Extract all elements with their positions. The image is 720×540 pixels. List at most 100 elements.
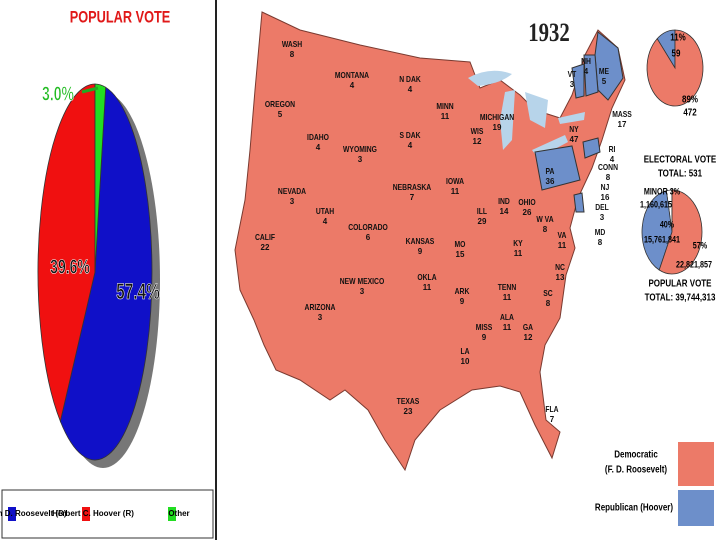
state-name: RI [609,145,616,155]
electoral-total: TOTAL: 531 [658,168,702,179]
state-votes: 26 [523,208,532,217]
pie-title: POPULAR VOTE [70,8,171,27]
state-name: NY [569,125,578,135]
state-name: IOWA [446,177,465,187]
lake-superior [468,70,512,86]
value-label: 57.4% [116,280,160,304]
state-votes: 9 [482,333,487,342]
state-name: IND [498,197,510,207]
count-label: 15,761,841 [644,235,680,245]
state-votes: 11 [423,283,432,292]
state-votes: 8 [598,238,603,247]
state-votes: 6 [366,233,371,242]
pie-slice [646,29,704,107]
state-vt [571,63,585,99]
count-label: 1,160,615 [640,200,672,210]
state-name: NH [581,57,591,67]
state-name: NEBRASKA [393,183,432,193]
state-name: IDAHO [307,133,329,143]
state-votes: 23 [404,407,413,416]
legend-sublabel: (F. D. Roosevelt) [605,464,667,475]
state-name: WASH [282,40,302,50]
state-votes: 14 [500,207,509,216]
state-votes: 22 [261,243,270,252]
state-name: MINN [436,102,453,112]
legend-label: Republican (Hoover) [595,502,673,513]
state-votes: 11 [558,241,567,250]
state-name: NEW MEXICO [340,277,385,287]
state-name: ME [599,67,609,77]
state-name: FLA [545,405,559,415]
state-votes: 11 [441,112,450,121]
count-label: 22,821,857 [676,260,712,270]
state-name: GA [523,323,534,333]
state-name: NC [555,263,565,273]
state-votes: 4 [316,143,321,152]
state-name: COLORADO [348,223,388,233]
state-votes: 7 [410,193,415,202]
state-name: ALA [500,313,515,323]
value-label: 3.0% [42,82,74,105]
pie-slice [641,190,673,271]
state-name: NJ [601,183,610,193]
state-votes: 3 [360,287,365,296]
state-votes: 29 [478,217,487,226]
state-name: PA [546,167,556,177]
value-label: MINOR 3% [644,187,681,197]
state-votes: 8 [543,225,548,234]
value-label: 57% [693,241,708,251]
pie-slice [37,83,96,423]
count-label: 472 [683,107,696,118]
state-name: N DAK [399,75,421,85]
state-name: NEVADA [278,187,307,197]
legend-label: Other [168,509,189,518]
state-votes: 3 [570,80,575,89]
state-votes: 13 [556,273,565,282]
state-votes: 9 [418,247,423,256]
state-votes: 11 [503,323,512,332]
state-votes: 4 [350,81,355,90]
state-name: OHIO [518,198,536,208]
state-votes: 8 [546,299,551,308]
state-pa [534,145,581,191]
state-votes: 7 [550,415,555,424]
value-label: 39.6% [50,255,90,278]
state-name: DEL [595,203,609,213]
state-votes: 3 [318,313,323,322]
state-name: ARK [455,287,470,297]
state-votes: 36 [546,177,555,186]
state-votes: 4 [610,155,615,164]
state-votes: 17 [618,120,627,129]
state-name: CALIF [255,233,275,243]
legend-label: Herbert C. Hoover (R) [52,509,134,518]
legend-swatch [678,490,714,526]
legend-swatch [678,442,714,486]
state-de [573,192,585,213]
state-name: KANSAS [406,237,435,247]
state-name: KY [513,239,522,249]
state-votes: 8 [606,173,611,182]
state-votes: 3 [600,213,605,222]
state-name: OREGON [265,100,295,110]
state-votes: 15 [456,250,465,259]
state-ct [582,137,601,159]
map-year: 1932 [528,19,570,48]
popular-total: TOTAL: 39,744,313 [645,292,716,303]
state-name: SC [543,289,553,299]
count-label: 59 [672,48,681,59]
state-name: WYOMING [343,145,377,155]
value-label: 11% [670,32,686,43]
state-votes: 16 [601,193,610,202]
state-name: OKLA [417,273,437,283]
state-votes: 4 [408,85,413,94]
state-votes: 12 [524,333,533,342]
legend-label: Franklin D. Roosevelt (D) [0,509,67,518]
state-name: MISS [476,323,493,333]
state-name: LA [460,347,470,357]
lake-ontario [558,112,585,124]
popular-title: POPULAR VOTE [648,278,711,289]
state-name: MD [595,228,606,238]
state-votes: 47 [570,135,579,144]
